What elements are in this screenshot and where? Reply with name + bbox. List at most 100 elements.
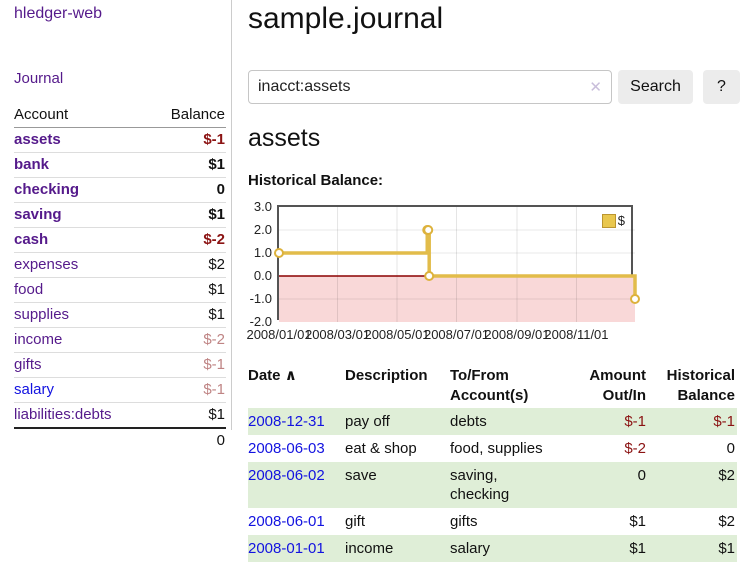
x-axis-tick-label: 2008/11/01 (544, 327, 609, 342)
transaction-row: 2008-06-02 save saving, checking 0 $2 (248, 462, 737, 508)
search-button[interactable]: Search (618, 70, 693, 104)
account-balance: $1 (149, 152, 226, 178)
y-axis-tick-label: -1.0 (249, 291, 272, 306)
nav-journal-link[interactable]: Journal (14, 70, 64, 87)
transaction-date-link[interactable]: 2008-01-01 (248, 540, 325, 557)
transaction-balance: 0 (726, 440, 735, 457)
register-header-accounts: To/From Account(s) (450, 367, 529, 404)
account-balance: 0 (149, 177, 226, 203)
legend-label: $ (617, 213, 625, 228)
transaction-date-link[interactable]: 2008-06-01 (248, 513, 325, 530)
transaction-date-link[interactable]: 2008-12-31 (248, 413, 325, 430)
y-axis-tick-label: 2.0 (253, 222, 272, 237)
account-link[interactable]: salary (14, 381, 55, 398)
account-balance: $-1 (149, 352, 226, 378)
register-header-amount: Amount Out/In (589, 367, 646, 404)
chart-label: Historical Balance: (248, 172, 384, 189)
account-row: checking 0 (14, 177, 226, 203)
transaction-balance: $1 (718, 540, 735, 557)
register-table: Date ∧ Description To/From Account(s) Am… (248, 364, 737, 562)
transaction-row: 2008-01-01 income salary $1 $1 (248, 535, 737, 562)
account-balance: $1 (149, 302, 226, 328)
accounts-total-value: 0 (149, 427, 226, 453)
transaction-amount: $1 (629, 540, 646, 557)
account-balance: $-1 (203, 131, 225, 148)
sidebar: hledger-web Journal Account Balance asse… (0, 0, 232, 453)
account-link[interactable]: saving (14, 206, 62, 223)
account-balance: $1 (149, 277, 226, 303)
account-row: assets $-1 (14, 128, 226, 153)
x-axis-tick-label: 2008/09/01 (484, 327, 550, 342)
account-link[interactable]: bank (14, 156, 50, 173)
account-row: supplies $1 (14, 302, 226, 328)
accounts-header-account: Account (14, 103, 150, 128)
account-link[interactable]: liabilities:debts (14, 406, 112, 423)
transaction-date-link[interactable]: 2008-06-02 (248, 467, 325, 484)
y-axis-tick-label: 3.0 (253, 199, 272, 214)
y-axis-tick-label: 1.0 (253, 245, 272, 260)
account-row: bank $1 (14, 152, 226, 178)
transaction-amount: $-1 (624, 413, 646, 430)
transaction-description: save (345, 467, 377, 484)
account-link[interactable]: food (14, 281, 44, 298)
account-balance: $-2 (149, 227, 226, 253)
account-row: gifts $-1 (14, 352, 226, 378)
account-link[interactable]: checking (14, 181, 80, 198)
transaction-accounts: gifts (450, 513, 478, 530)
account-heading: assets (248, 124, 321, 152)
transaction-date-link[interactable]: 2008-06-03 (248, 440, 325, 457)
register-header-description: Description (345, 367, 428, 384)
search-box: ✕ (248, 70, 612, 104)
transaction-balance: $2 (718, 513, 735, 530)
clear-search-icon[interactable]: ✕ (589, 79, 602, 96)
sort-ascending-icon: ∧ (284, 367, 297, 384)
account-link[interactable]: income (14, 331, 63, 348)
x-axis-tick-label: 2008/03/01 (304, 327, 371, 342)
account-balance: $2 (149, 252, 226, 278)
account-balance: $1 (149, 402, 226, 428)
account-balance: $-1 (149, 377, 226, 403)
transaction-description: gift (345, 513, 366, 530)
x-axis-tick-label: 2008/07/01 (423, 327, 490, 342)
legend-swatch-icon (601, 213, 616, 228)
y-axis-tick-label: 0.0 (253, 268, 272, 283)
account-row: income $-2 (14, 327, 226, 353)
transaction-accounts: food, supplies (450, 440, 543, 457)
balance-chart: $ (274, 205, 640, 322)
account-row: liabilities:debts $1 (14, 402, 226, 428)
account-balance: $-2 (149, 327, 226, 353)
transaction-amount: $-2 (624, 440, 646, 457)
y-axis-tick-label: -2.0 (249, 314, 272, 329)
account-link[interactable]: cash (14, 231, 49, 248)
x-axis-tick-label: 2008/05/01 (364, 327, 430, 342)
transaction-balance: $-1 (713, 413, 735, 430)
account-balance: $1 (149, 202, 226, 228)
register-header-date[interactable]: Date ∧ (248, 367, 297, 384)
account-row: saving $1 (14, 202, 226, 228)
account-link[interactable]: expenses (14, 256, 79, 273)
x-axis-tick-label: 2008/01/01 (246, 327, 312, 342)
transaction-accounts: debts (450, 413, 487, 430)
transaction-amount: $1 (629, 513, 646, 530)
transaction-accounts: salary (450, 540, 491, 557)
account-link[interactable]: supplies (14, 306, 70, 323)
account-row: cash $-2 (14, 227, 226, 253)
search-input[interactable] (258, 72, 588, 102)
app-brand-link[interactable]: hledger-web (14, 5, 103, 22)
account-link[interactable]: gifts (14, 356, 42, 373)
accounts-total-row: 0 (14, 427, 226, 453)
register-header-balance: Historical Balance (666, 367, 735, 404)
transaction-description: pay off (345, 413, 390, 430)
transaction-row: 2008-06-01 gift gifts $1 $2 (248, 508, 737, 535)
transaction-row: 2008-06-03 eat & shop food, supplies $-2 0 (248, 435, 737, 462)
page-title: sample.journal (248, 2, 444, 35)
chart-canvas (274, 207, 640, 322)
transaction-row: 2008-12-31 pay off debts $-1 $-1 (248, 408, 737, 435)
chart-legend: $ (601, 213, 625, 228)
account-row: salary $-1 (14, 377, 226, 403)
help-button[interactable]: ? (703, 70, 740, 104)
account-row: food $1 (14, 277, 226, 303)
account-link[interactable]: assets (14, 131, 61, 148)
transaction-amount: 0 (637, 467, 646, 484)
